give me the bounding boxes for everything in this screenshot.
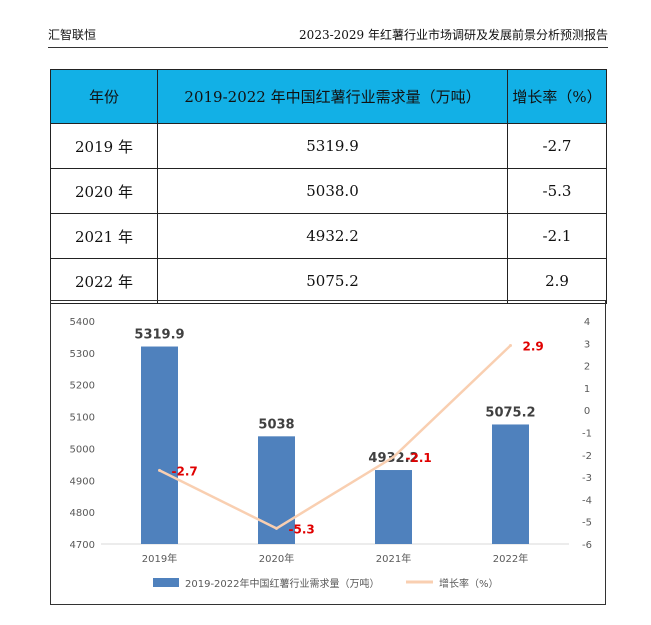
- table-row: 2019 年 5319.9 -2.7: [50, 123, 607, 169]
- page-header: 汇智联恒 2023-2029 年红薯行业市场调研及发展前景分析预测报告: [48, 26, 608, 48]
- y-tick-label: 4700: [70, 540, 95, 551]
- x-tick-label: 2021年: [376, 552, 411, 565]
- growth-point: [392, 455, 395, 459]
- year-cell: 2021 年: [50, 213, 158, 259]
- x-tick-label: 2020年: [259, 552, 294, 565]
- y2-tick-label: -6: [582, 540, 592, 551]
- column-header-demand: 2019-2022 年中国红薯行业需求量（万吨）: [157, 69, 508, 124]
- y2-tick-label: -5: [582, 518, 592, 529]
- growth-point: [509, 344, 512, 348]
- y-tick-label: 5200: [70, 381, 95, 392]
- growth-point: [158, 468, 161, 472]
- y2-tick-label: 2: [584, 362, 590, 373]
- growth-value-label: -5.3: [289, 522, 315, 536]
- y-tick-label: 4900: [70, 476, 95, 487]
- y-tick-label: 4800: [70, 508, 95, 519]
- year-cell: 2020 年: [50, 168, 158, 214]
- table-row: 2022 年 5075.2 2.9: [50, 258, 607, 304]
- bar-value-label: 5075.2: [485, 405, 535, 420]
- y2-tick-label: 1: [584, 384, 590, 395]
- y-tick-label: 5100: [70, 413, 95, 424]
- y-tick-label: 5000: [70, 444, 95, 455]
- bar: [375, 470, 412, 544]
- growth-cell: -2.1: [507, 213, 607, 259]
- legend-bar-label: 2019-2022年中国红薯行业需求量（万吨）: [185, 577, 380, 590]
- chart-frame: 4700 4800 4900 5000 5100 5200 5300 5400 -6 -5 -4 -3…: [50, 300, 606, 605]
- y2-tick-label: -2: [582, 451, 592, 462]
- y-tick-label: 5300: [70, 349, 95, 360]
- header-company: 汇智联恒: [48, 28, 97, 42]
- bar: [141, 346, 178, 544]
- growth-point: [275, 526, 278, 530]
- x-tick-label: 2022年: [493, 552, 528, 565]
- table-header-row: 年份 2019-2022 年中国红薯行业需求量（万吨） 增长率（%）: [50, 69, 607, 124]
- column-header-year: 年份: [50, 69, 158, 124]
- growth-cell: 2.9: [507, 258, 607, 304]
- x-tick-label: 2019年: [142, 552, 177, 565]
- growth-line: [158, 344, 512, 530]
- bar-value-label: 5319.9: [134, 328, 184, 343]
- table-row: 2021 年 4932.2 -2.1: [50, 213, 607, 259]
- table-row: 2020 年 5038.0 -5.3: [50, 168, 607, 214]
- growth-cell: -5.3: [507, 168, 607, 214]
- header-divider: [48, 47, 608, 48]
- y2-tick-label: -4: [582, 495, 592, 506]
- y2-tick-label: -3: [582, 473, 592, 484]
- growth-value-label: 2.9: [523, 340, 544, 354]
- year-cell: 2022 年: [50, 258, 158, 304]
- demand-table: 年份 2019-2022 年中国红薯行业需求量（万吨） 增长率（%） 2019 …: [50, 69, 607, 304]
- legend-bar-swatch: [153, 578, 179, 587]
- growth-value-label: -2.1: [406, 451, 432, 465]
- demand-cell: 5319.9: [157, 123, 508, 169]
- bar: [492, 424, 529, 544]
- header-report-title: 2023-2029 年红薯行业市场调研及发展前景分析预测报告: [299, 28, 608, 42]
- column-header-growth: 增长率（%）: [507, 69, 607, 124]
- y2-tick-label: 3: [584, 339, 590, 350]
- y2-tick-label: 0: [584, 406, 590, 417]
- y2-tick-label: -1: [582, 429, 592, 440]
- year-cell: 2019 年: [50, 123, 158, 169]
- bar: [258, 436, 295, 544]
- demand-cell: 4932.2: [157, 213, 508, 259]
- y-tick-label: 5400: [70, 317, 95, 328]
- y2-tick-label: 4: [584, 317, 590, 328]
- growth-value-label: -2.7: [172, 464, 198, 478]
- bar-value-label: 5038: [258, 417, 294, 432]
- growth-cell: -2.7: [507, 123, 607, 169]
- legend-line-label: 增长率（%）: [439, 577, 499, 590]
- demand-growth-chart: 4700 4800 4900 5000 5100 5200 5300 5400 -6 -5 -4 -3…: [70, 317, 592, 590]
- demand-cell: 5075.2: [157, 258, 508, 304]
- demand-cell: 5038.0: [157, 168, 508, 214]
